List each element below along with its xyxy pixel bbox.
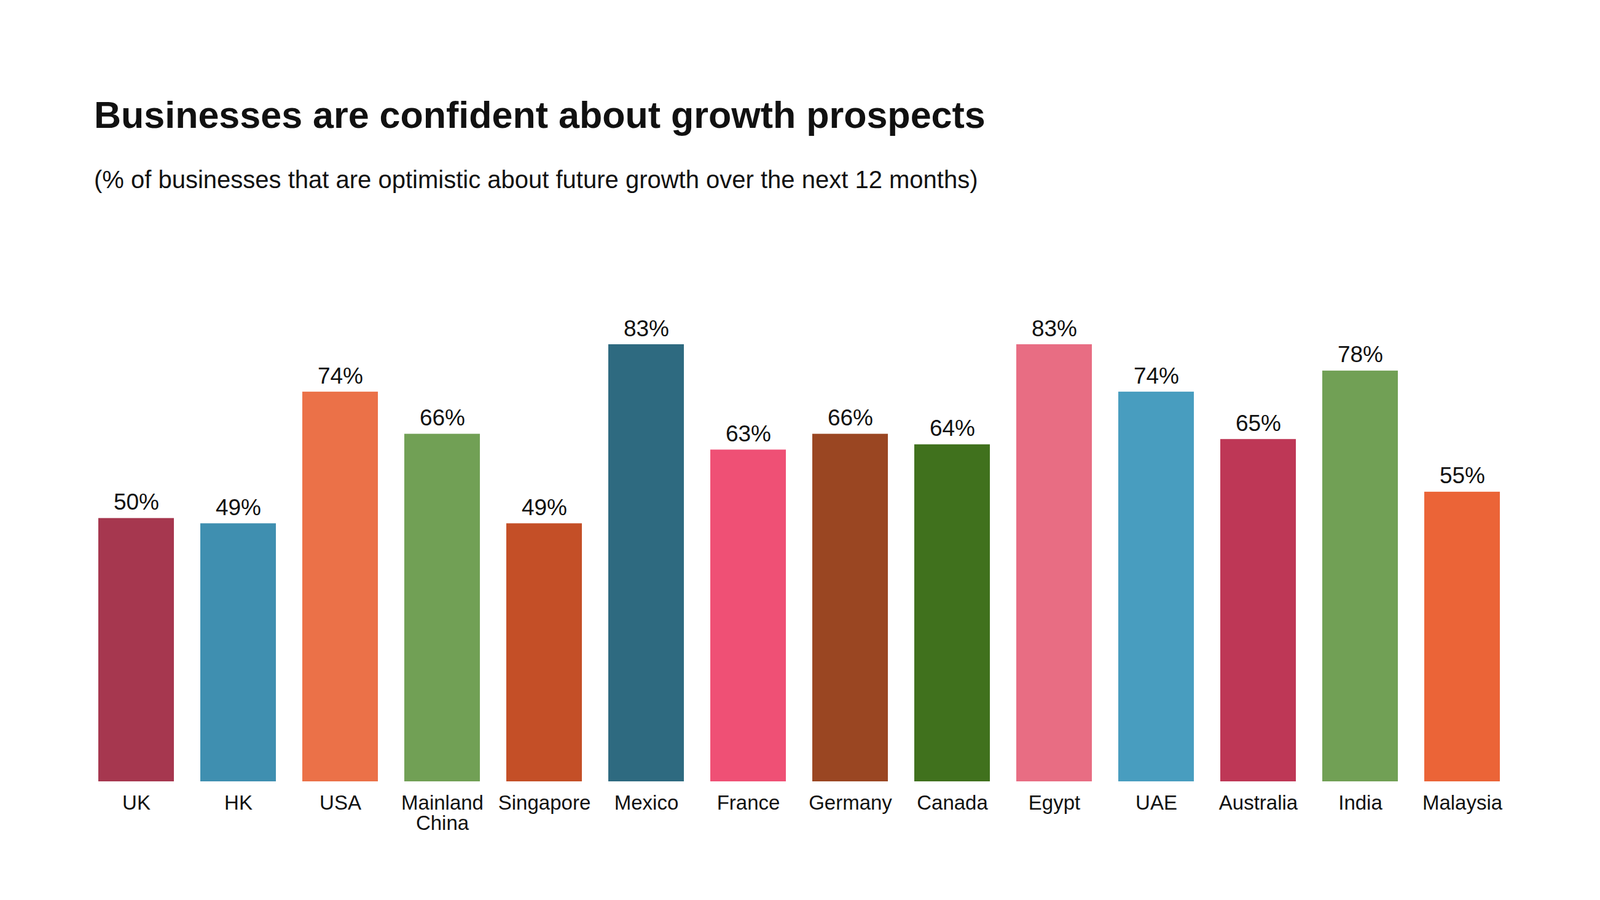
svg-text:66%: 66% — [419, 404, 466, 431]
svg-text:83%: 83% — [1031, 315, 1078, 342]
svg-text:UK: UK — [122, 790, 151, 814]
svg-text:Germany: Germany — [808, 790, 893, 814]
svg-text:USA: USA — [319, 790, 362, 814]
svg-text:MainlandChina: MainlandChina — [401, 790, 484, 834]
svg-text:83%: 83% — [623, 315, 670, 342]
svg-text:74%: 74% — [317, 363, 364, 389]
svg-text:50%: 50% — [113, 489, 160, 515]
svg-text:74%: 74% — [1133, 363, 1180, 389]
svg-text:63%: 63% — [725, 420, 772, 447]
svg-text:Australia: Australia — [1219, 790, 1299, 814]
svg-text:Mexico: Mexico — [614, 790, 679, 814]
svg-text:HK: HK — [224, 790, 253, 814]
html-text:Businesses are confident about: Businesses are confident about growth pr… — [94, 94, 986, 136]
svg-text:49%: 49% — [521, 494, 568, 520]
svg-text:Malaysia: Malaysia — [1422, 790, 1503, 814]
svg-text:Canada: Canada — [916, 790, 989, 814]
svg-text:66%: 66% — [827, 404, 874, 431]
svg-text:UAE: UAE — [1135, 790, 1178, 814]
svg-text:49%: 49% — [215, 494, 262, 520]
html-text:(% of businesses that are opti: (% of businesses that are optimistic abo… — [94, 165, 978, 193]
svg-text:India: India — [1338, 790, 1383, 814]
svg-text:65%: 65% — [1235, 410, 1282, 436]
svg-text:78%: 78% — [1337, 341, 1384, 367]
svg-text:Singapore: Singapore — [498, 790, 591, 814]
svg-text:Egypt: Egypt — [1028, 790, 1081, 814]
svg-text:France: France — [717, 790, 781, 814]
svg-text:55%: 55% — [1439, 462, 1486, 488]
svg-text:64%: 64% — [929, 415, 976, 441]
